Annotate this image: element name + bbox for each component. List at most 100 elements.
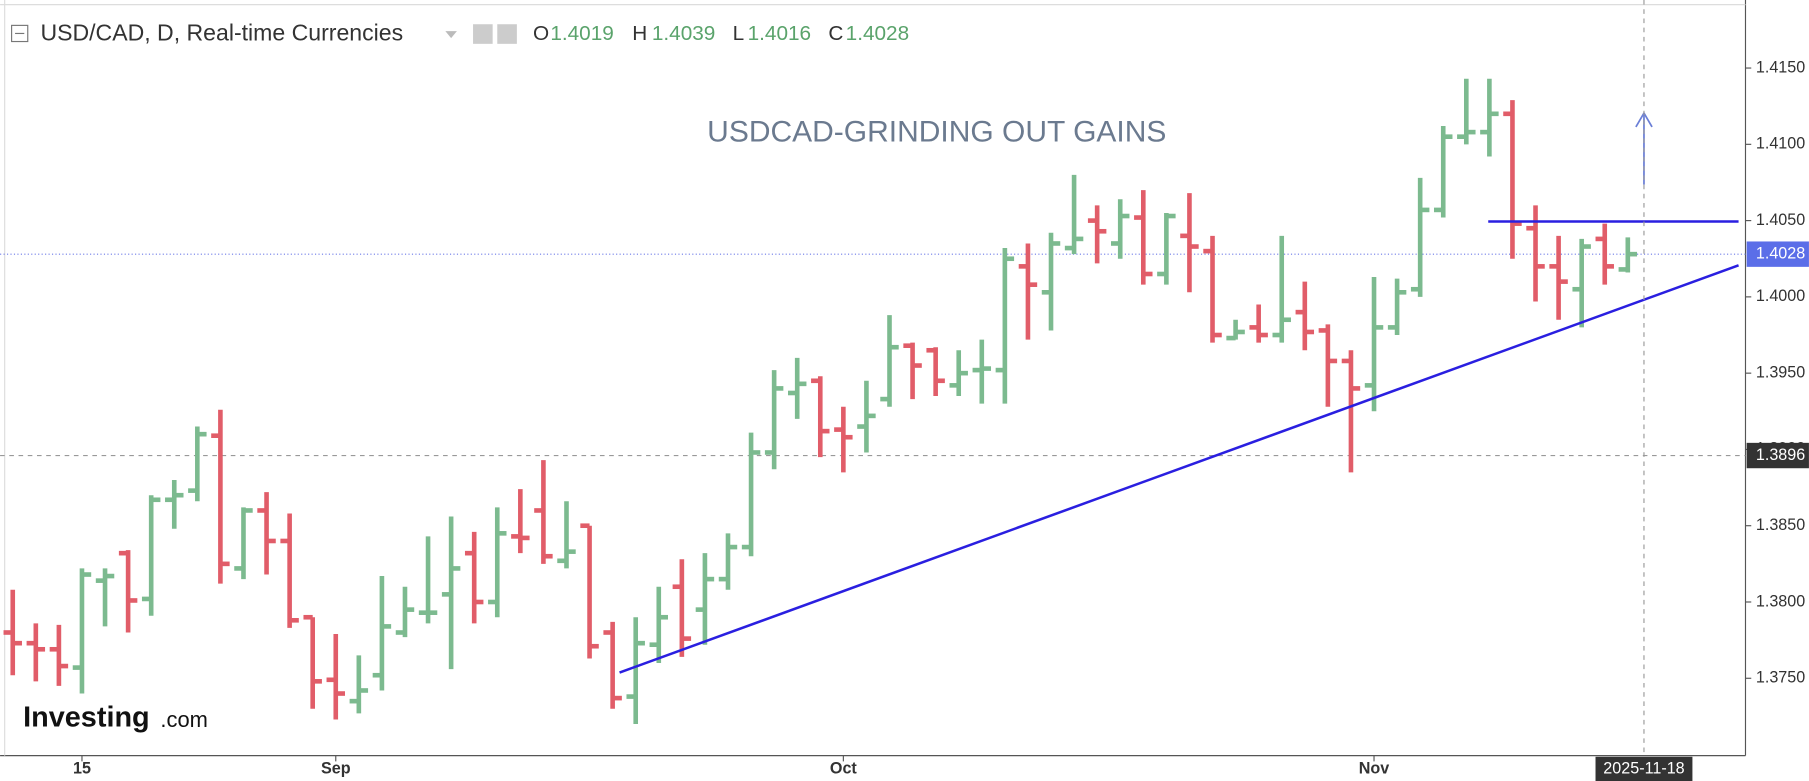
ohlc-bar — [695, 553, 715, 645]
logo: Investing — [23, 701, 150, 733]
x-tick-label: Sep — [321, 760, 351, 778]
ohlc-bar — [741, 432, 761, 557]
ohlc-bar — [26, 623, 46, 682]
ohlc-bar — [234, 507, 253, 580]
ohlc-bar — [1134, 190, 1153, 285]
crosshair-price-box — [1746, 442, 1809, 469]
ohlc-bar — [787, 357, 807, 419]
x-tick-label: Oct — [830, 760, 858, 778]
ohlc-bar — [1272, 235, 1291, 343]
ohlc-bar — [1410, 177, 1430, 297]
ohlc-bar — [764, 370, 784, 470]
last-price-label: 1.4028 — [1756, 244, 1805, 262]
ohlc-bar — [1041, 232, 1061, 331]
ohlc-bar — [557, 501, 576, 569]
ohlc-bar — [395, 586, 415, 638]
ohlc-bar — [580, 523, 599, 659]
y-tick-label: 1.3750 — [1756, 669, 1805, 687]
ohlc-bar — [441, 516, 461, 670]
collapse-icon[interactable] — [11, 24, 29, 43]
ohlc-bar — [165, 479, 184, 529]
ohlc-bar — [1549, 235, 1568, 320]
ohlc-bar — [488, 507, 507, 618]
last-price-box — [1746, 241, 1809, 267]
y-tick-label: 1.3950 — [1756, 363, 1805, 381]
trend-line — [619, 264, 1740, 674]
ohlc-bar — [534, 460, 553, 564]
ohlc-bar — [857, 380, 876, 453]
ohlc-bar — [1226, 319, 1245, 341]
ohlc-bar — [1087, 205, 1107, 264]
ohlc-bar — [1572, 238, 1591, 328]
plot-layer — [0, 78, 1746, 725]
ohlc-bar — [49, 624, 69, 686]
ohlc-bar — [141, 495, 161, 616]
header-key: O — [533, 22, 549, 45]
y-tick-label: 1.4100 — [1756, 135, 1805, 153]
eye-icon[interactable] — [473, 24, 493, 44]
header-key: C — [828, 22, 843, 45]
ohlc-bar — [1110, 199, 1130, 259]
ohlc-bar — [672, 559, 692, 657]
ohlc-bar — [1387, 278, 1407, 336]
ohlc-bar — [718, 533, 738, 590]
ohlc-bar — [1180, 193, 1199, 293]
ohlc-bar — [303, 614, 322, 709]
ohlc-bar — [995, 248, 1015, 404]
ohlc-bar — [972, 339, 992, 404]
ohlc-bar — [1618, 237, 1638, 273]
x-tick-label: Nov — [1359, 760, 1390, 778]
annotation: USDCAD-GRINDING OUT GAINS — [707, 116, 1166, 149]
logo-suffix: .com — [160, 707, 207, 732]
y-tick-label: 1.4050 — [1756, 211, 1805, 229]
ohlc-bar — [834, 406, 853, 473]
ohlc-bar — [1434, 126, 1453, 218]
ohlc-bar — [326, 634, 345, 720]
ohlc-bar — [257, 492, 276, 575]
ohlc-bar — [72, 568, 92, 694]
ohlc-bar — [1457, 78, 1476, 145]
ohlc-bar — [1364, 277, 1384, 412]
ohlc-bar — [1203, 235, 1222, 343]
ohlc-bar — [1018, 243, 1038, 340]
crosshair-date-box — [1595, 756, 1693, 781]
ohlc-bar — [349, 655, 369, 714]
ohlc-bar — [3, 589, 22, 676]
crosshair-price-label: 1.3896 — [1756, 446, 1805, 464]
y-tick-label: 1.4000 — [1756, 287, 1805, 305]
ohlc-bar — [511, 489, 530, 554]
header-value: 1.4039 — [652, 22, 715, 45]
ohlc-bar — [464, 531, 484, 624]
ohlc-bar — [1595, 223, 1614, 285]
symbol: USD/CAD, D, Real-time Currencies — [40, 20, 403, 46]
crosshair-date-label: 2025-11-18 — [1603, 760, 1684, 778]
ohlc-bar — [1480, 78, 1499, 157]
ohlc-bar — [811, 376, 830, 458]
ohlc-bar — [926, 347, 945, 397]
header-key: L — [733, 22, 745, 45]
ohlc-bar — [949, 350, 968, 397]
settings-icon[interactable] — [497, 24, 517, 44]
y-tick-label: 1.3800 — [1756, 592, 1805, 610]
ohlc-bar — [95, 568, 115, 627]
header-value: 1.4028 — [846, 22, 909, 45]
ohlc-bar — [1157, 212, 1176, 285]
header-key: H — [632, 22, 647, 45]
ohlc-bar — [1318, 324, 1338, 407]
ohlc-bar — [903, 342, 922, 400]
ohlc-bar — [1295, 281, 1315, 351]
ohlc-bar — [649, 586, 669, 664]
ohlc-bar — [118, 550, 138, 633]
dropdown[interactable] — [445, 31, 457, 39]
y-tick-label: 1.4150 — [1756, 58, 1805, 76]
ohlc-bar — [880, 315, 899, 407]
ohlc-bar — [280, 513, 299, 628]
header-value: 1.4019 — [550, 22, 613, 45]
ohlc-bar — [1249, 304, 1268, 343]
ohlc-bar — [626, 617, 645, 725]
ohlc-bar — [1503, 100, 1522, 259]
ohlc-bar — [211, 409, 230, 584]
ohlc-bar — [1064, 174, 1084, 255]
